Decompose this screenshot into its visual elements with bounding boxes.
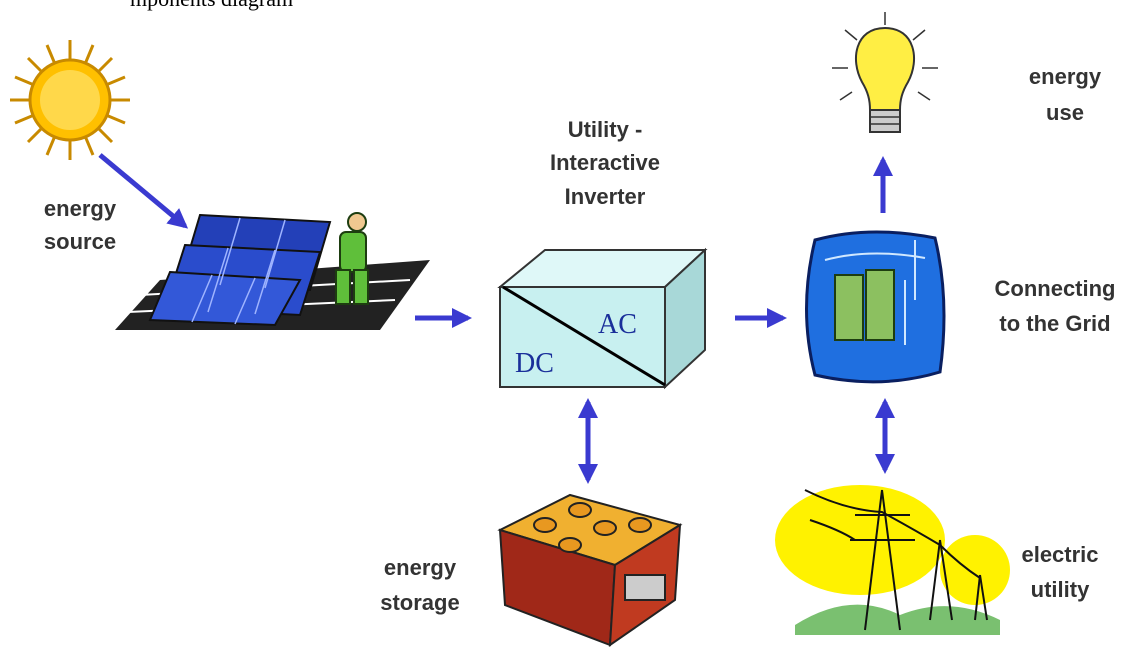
node-label: source — [44, 229, 116, 254]
node-label: energy — [44, 196, 117, 221]
sun-icon — [10, 40, 130, 160]
node-label: Inverter — [565, 184, 646, 209]
diagram: mponents diagram energy source — [0, 0, 1140, 652]
bulb-icon — [832, 12, 938, 132]
node-label: energy — [384, 555, 457, 580]
node-label: Connecting — [995, 276, 1116, 301]
node-label: Utility - — [568, 117, 643, 142]
node-label: energy — [1029, 64, 1102, 89]
transformer-icon — [807, 232, 945, 382]
node-label: use — [1046, 100, 1084, 125]
battery-icon — [500, 495, 680, 645]
node-label: utility — [1031, 577, 1090, 602]
node-label: to the Grid — [999, 311, 1110, 336]
node-label: storage — [380, 590, 459, 615]
inverter-side: AC — [598, 309, 637, 340]
node-label: electric — [1021, 542, 1098, 567]
caption: mponents diagram — [130, 0, 293, 11]
power-lines-icon — [775, 485, 1010, 635]
node-label: Interactive — [550, 150, 660, 175]
inverter-side: DC — [515, 348, 554, 379]
page: mponents diagram energy source — [0, 0, 1140, 652]
solar-panels-icon — [115, 213, 430, 330]
